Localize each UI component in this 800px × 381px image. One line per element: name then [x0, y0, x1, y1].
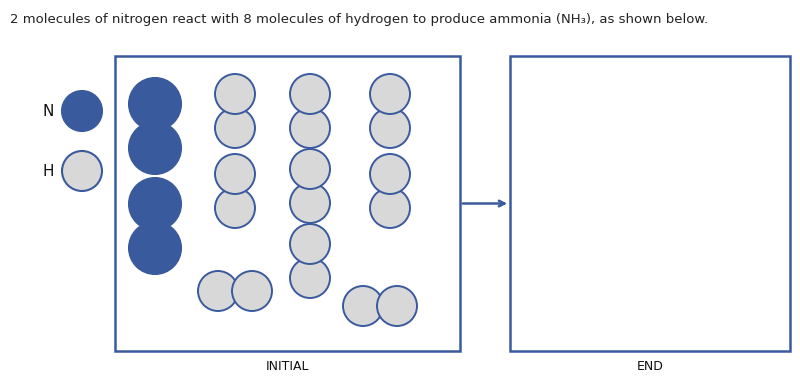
Bar — [510, 56, 790, 351]
Bar — [115, 56, 460, 351]
Text: H: H — [42, 163, 54, 179]
Circle shape — [370, 108, 410, 148]
Circle shape — [370, 154, 410, 194]
Circle shape — [290, 258, 330, 298]
Circle shape — [290, 183, 330, 223]
Circle shape — [62, 151, 102, 191]
Circle shape — [215, 74, 255, 114]
Circle shape — [215, 108, 255, 148]
Circle shape — [129, 178, 181, 230]
Text: 2 molecules of nitrogen react with 8 molecules of hydrogen to produce ammonia (N: 2 molecules of nitrogen react with 8 mol… — [10, 13, 708, 26]
Text: END: END — [637, 360, 663, 373]
Circle shape — [129, 222, 181, 274]
Text: INITIAL: INITIAL — [266, 360, 310, 373]
Circle shape — [377, 286, 417, 326]
Circle shape — [232, 271, 272, 311]
Circle shape — [62, 91, 102, 131]
Circle shape — [129, 78, 181, 130]
Circle shape — [198, 271, 238, 311]
Circle shape — [370, 74, 410, 114]
Circle shape — [343, 286, 383, 326]
Circle shape — [129, 122, 181, 174]
Circle shape — [215, 188, 255, 228]
Circle shape — [215, 154, 255, 194]
Circle shape — [290, 149, 330, 189]
Text: N: N — [42, 104, 54, 118]
Circle shape — [290, 74, 330, 114]
Circle shape — [290, 224, 330, 264]
Circle shape — [370, 188, 410, 228]
Circle shape — [290, 108, 330, 148]
